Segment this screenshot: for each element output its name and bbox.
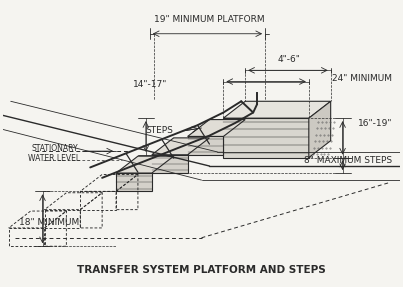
Polygon shape xyxy=(187,120,245,136)
Text: 4"-6": 4"-6" xyxy=(278,55,300,63)
Polygon shape xyxy=(152,155,187,173)
Text: 18" MINIMUM: 18" MINIMUM xyxy=(19,218,79,227)
Polygon shape xyxy=(223,118,309,158)
Text: 19" MINIMUM PLATFORM: 19" MINIMUM PLATFORM xyxy=(154,15,265,24)
Polygon shape xyxy=(152,138,210,155)
Text: STATIONARY
WATER LEVEL: STATIONARY WATER LEVEL xyxy=(28,144,81,163)
Polygon shape xyxy=(116,173,152,191)
Polygon shape xyxy=(116,156,174,173)
Polygon shape xyxy=(309,101,331,158)
Text: 24" MINIMUM: 24" MINIMUM xyxy=(332,74,392,83)
Text: TRANSFER SYSTEM PLATFORM AND STEPS: TRANSFER SYSTEM PLATFORM AND STEPS xyxy=(77,265,326,275)
Text: STEPS: STEPS xyxy=(146,126,174,135)
Polygon shape xyxy=(223,101,331,118)
Text: 8" MAXIMUM STEPS: 8" MAXIMUM STEPS xyxy=(304,156,392,165)
Text: 14"-17": 14"-17" xyxy=(133,80,167,89)
Text: 16"-19": 16"-19" xyxy=(358,119,392,128)
Polygon shape xyxy=(187,136,223,155)
